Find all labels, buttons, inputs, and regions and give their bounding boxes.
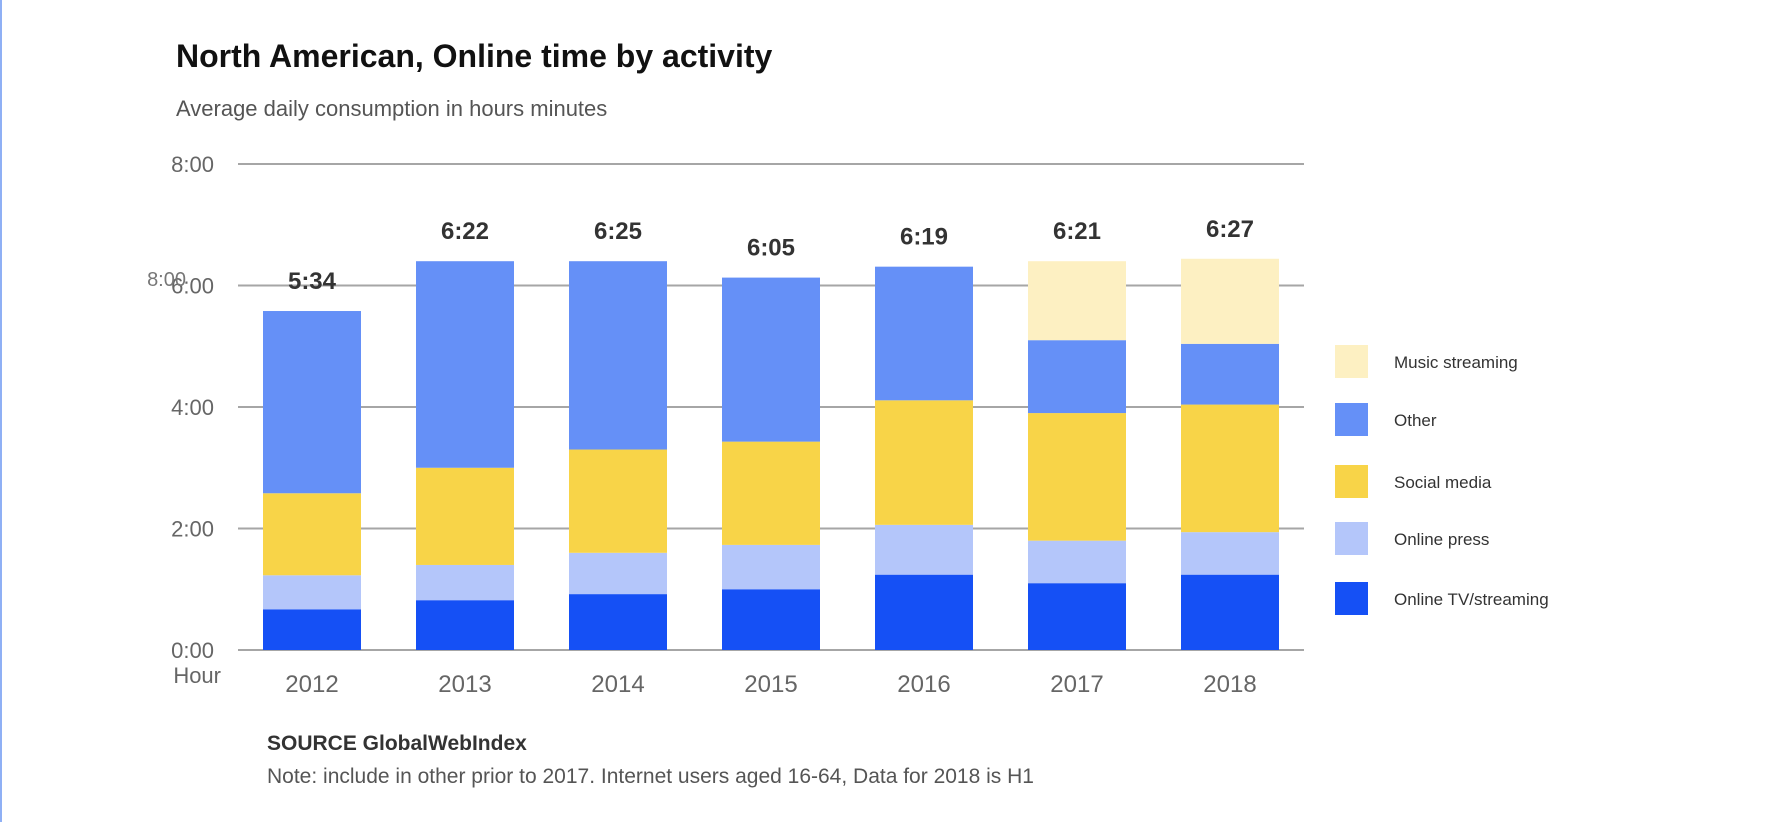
bar-segment — [1181, 574, 1279, 650]
bar-segment — [722, 589, 820, 650]
bar-segment — [1028, 340, 1126, 414]
bar-segment — [569, 449, 667, 553]
x-tick-label: 2012 — [285, 671, 338, 698]
bar-segment — [1028, 261, 1126, 341]
bar-segment — [1181, 343, 1279, 405]
bar-segment — [569, 261, 667, 450]
x-tick-label: 2016 — [897, 671, 950, 698]
bar-total-label: 6:19 — [900, 224, 948, 251]
bar-segment — [416, 600, 514, 650]
bar-segment — [263, 311, 361, 494]
bar-segment — [263, 609, 361, 650]
bar-segment — [1028, 540, 1126, 584]
bar-segment — [722, 277, 820, 442]
bar-segment — [416, 261, 514, 468]
legend-swatch — [1335, 522, 1368, 555]
x-tick-label: 2018 — [1203, 671, 1256, 698]
y-tick-label: 4:00 — [171, 395, 214, 420]
y-tick-label: 8:00 — [171, 152, 214, 177]
chart-title: North American, Online time by activity — [176, 38, 773, 74]
bar-segment — [875, 266, 973, 401]
bar-segment — [722, 544, 820, 590]
legend-label: Social media — [1394, 473, 1492, 492]
source-label: SOURCE GlobalWebIndex — [267, 732, 527, 755]
bar-total-label: 6:22 — [441, 218, 489, 245]
legend-label: Online TV/streaming — [1394, 590, 1549, 609]
x-tick-label: 2013 — [438, 671, 491, 698]
bar-segment — [569, 552, 667, 595]
x-tick-label: 2017 — [1050, 671, 1103, 698]
legend-swatch — [1335, 465, 1368, 498]
bar-segment — [416, 564, 514, 601]
y-axis-label: Hour — [173, 663, 221, 688]
bar-segment — [569, 594, 667, 650]
y-tick-label: 2:00 — [171, 517, 214, 542]
bar-segment — [722, 441, 820, 545]
bar-total-label: 6:27 — [1206, 216, 1254, 243]
legend-label: Music streaming — [1394, 353, 1518, 372]
bar-total-label: 6:21 — [1053, 218, 1101, 245]
bar-segment — [1028, 413, 1126, 541]
bar-segment — [875, 574, 973, 650]
chart-subtitle: Average daily consumption in hours minut… — [176, 96, 608, 121]
bar-segment — [416, 467, 514, 565]
y-tick-label: 0:00 — [171, 638, 214, 663]
bar-segment — [1181, 532, 1279, 575]
legend-swatch — [1335, 582, 1368, 615]
y-tick-label: 6:00 — [171, 274, 214, 299]
footnote: Note: include in other prior to 2017. In… — [267, 765, 1034, 788]
bar-segment — [1028, 583, 1126, 650]
bar-segment — [875, 524, 973, 575]
bar-total-label: 6:05 — [747, 235, 795, 262]
legend-label: Other — [1394, 411, 1437, 430]
legend-swatch — [1335, 345, 1368, 378]
legend-label: Online press — [1394, 530, 1489, 549]
bar-total-label: 5:34 — [288, 268, 337, 295]
legend-swatch — [1335, 403, 1368, 436]
y-tick-label-overlap: 8:00 — [147, 269, 186, 291]
bar-segment — [875, 400, 973, 525]
bar-segment — [1181, 404, 1279, 533]
bar-segment — [263, 575, 361, 610]
bar-segment — [1181, 258, 1279, 344]
bar-segment — [263, 493, 361, 576]
x-tick-label: 2014 — [591, 671, 644, 698]
x-tick-label: 2015 — [744, 671, 797, 698]
bar-total-label: 6:25 — [594, 218, 642, 245]
